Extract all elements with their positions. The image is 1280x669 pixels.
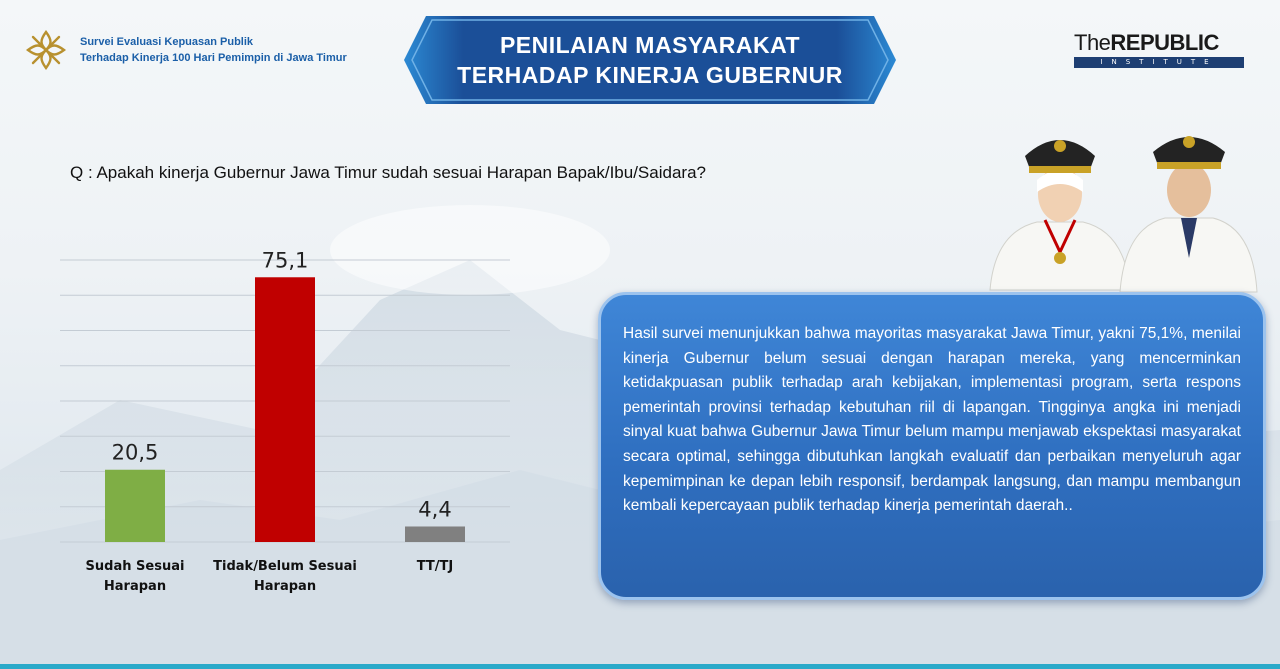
bar-chart: 20,5 Sudah Sesuai Harapan 75,1 Tidak/Belum S… [60, 248, 510, 594]
portrait-left [989, 140, 1131, 291]
category-label: Harapan [104, 579, 166, 594]
officials-portrait [989, 136, 1258, 293]
brand-prefix: The [1074, 30, 1111, 55]
brand-main: REPUBLIC [1110, 30, 1219, 55]
page-title-line2: TERHADAP KINERJA GUBERNUR [457, 62, 843, 88]
brand-name: TheREPUBLIC [1074, 30, 1244, 56]
bar [105, 469, 165, 542]
brand-logo: TheREPUBLIC INSTITUTE [1074, 30, 1244, 68]
narrative-text: Hasil survei menunjukkan bahwa mayoritas… [623, 325, 1241, 515]
survey-caption-line1: Survei Evaluasi Kepuasan Publik [80, 36, 254, 48]
narrative-card: Hasil survei menunjukkan bahwa mayoritas… [598, 292, 1266, 600]
survey-caption-line2: Terhadap Kinerja 100 Hari Pemimpin di Ja… [80, 52, 347, 64]
survey-question: Q : Apakah kinerja Gubernur Jawa Timur s… [70, 163, 706, 182]
page-title: PENILAIAN MASYARAKAT TERHADAP KINERJA GU… [404, 30, 896, 90]
category-label: Harapan [254, 579, 316, 594]
title-banner [404, 16, 896, 104]
category-label: Sudah Sesuai [86, 559, 185, 574]
survey-caption: Survei Evaluasi Kepuasan Publik Terhadap… [80, 34, 347, 66]
brand-subtitle: INSTITUTE [1074, 57, 1244, 68]
category-label: Tidak/Belum Sesuai [213, 559, 357, 574]
survey-logo-icon [25, 29, 67, 71]
portrait-right [1119, 136, 1258, 293]
page-title-line1: PENILAIAN MASYARAKAT [499, 32, 801, 58]
data-label: 75,1 [262, 248, 309, 272]
data-label: 20,5 [112, 441, 159, 465]
category-label: TT/TJ [417, 559, 454, 574]
bar [405, 526, 465, 542]
data-label: 4,4 [418, 497, 451, 521]
bottom-accent-line [0, 664, 1280, 669]
bar [255, 277, 315, 542]
